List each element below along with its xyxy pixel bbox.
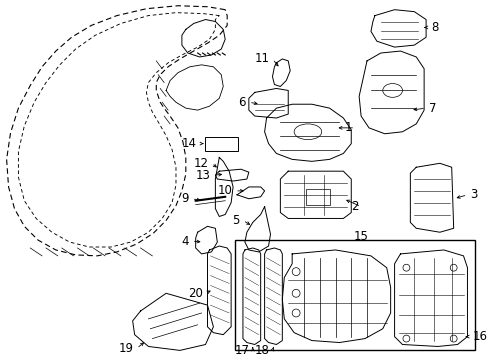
Text: 17: 17 [234,344,249,357]
Text: 3: 3 [469,188,477,201]
Text: 11: 11 [254,53,269,66]
Text: 18: 18 [254,344,269,357]
Text: 2: 2 [350,200,357,213]
Bar [235,240,474,350]
Bar [305,189,329,205]
Text: 14: 14 [181,137,196,150]
Text: 20: 20 [187,287,202,300]
Text: 12: 12 [193,157,208,170]
Text: 15: 15 [352,230,367,243]
Text: 4: 4 [181,235,188,248]
Text: 6: 6 [238,96,245,109]
Text: 8: 8 [430,21,438,34]
Text: 5: 5 [232,214,240,227]
Text: 9: 9 [181,192,188,205]
Text: 13: 13 [195,168,210,182]
Bar [204,137,238,150]
Text: 19: 19 [119,342,133,355]
Text: 10: 10 [217,184,232,197]
Text: 7: 7 [428,102,436,114]
Text: 1: 1 [344,121,351,134]
Text: 16: 16 [471,330,487,343]
